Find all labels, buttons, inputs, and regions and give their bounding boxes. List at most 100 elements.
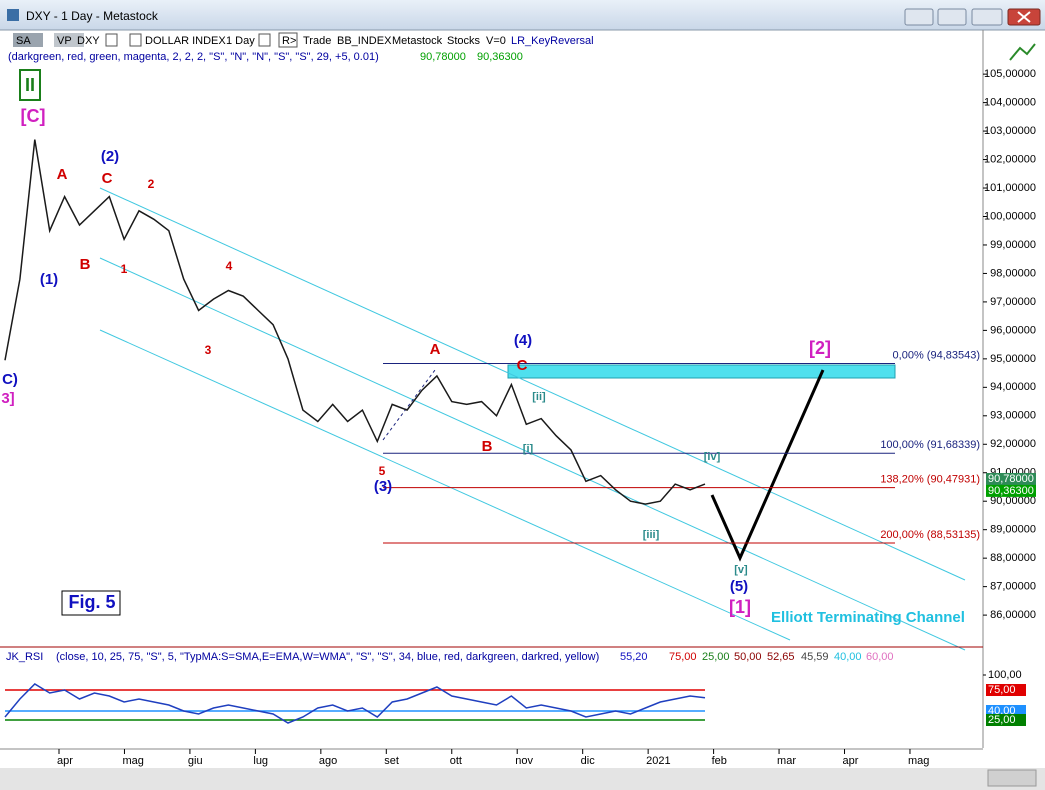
wave-label: C)	[2, 371, 18, 388]
x-tick-label: nov	[515, 755, 533, 767]
fib-label: 138,20% (90,47931)	[880, 473, 980, 485]
rsi-tick-box	[986, 684, 1026, 696]
scrollbar[interactable]	[0, 768, 1045, 790]
y-tick-label: 100,00000	[984, 210, 1036, 222]
y-tick-label: 104,00000	[984, 97, 1036, 109]
wave-label: [ii]	[532, 391, 546, 403]
toolbar-item: LR_KeyReversal	[511, 35, 594, 47]
toolbar-item[interactable]: SA	[16, 35, 31, 47]
wave-label: (3)	[374, 478, 392, 495]
restore-chart-button[interactable]	[904, 8, 934, 26]
toolbar-item: R>	[282, 35, 296, 47]
y-tick-label: 97,00000	[990, 296, 1036, 308]
window-title: DXY - 1 Day - Metastock	[26, 9, 159, 23]
wave-label: [iii]	[643, 529, 660, 541]
wave-label: II	[25, 75, 35, 95]
toolbar-item[interactable]: VP	[57, 35, 72, 47]
rsi-readout: 45,59	[801, 651, 829, 663]
series-line	[4, 139, 706, 505]
y-tick-label: 88,00000	[990, 552, 1036, 564]
wave-label: [iv]	[704, 451, 721, 463]
wave-label: C	[102, 170, 113, 187]
rsi-tick-label: 100,00	[988, 669, 1022, 681]
indicator-params: (darkgreen, red, green, magenta, 2, 2, 2…	[8, 51, 379, 63]
rsi-tick-box	[986, 714, 1026, 726]
y-tick-label: 98,00000	[990, 267, 1036, 279]
dropdown	[258, 33, 271, 47]
wave-label: (2)	[101, 148, 119, 165]
last-value-label: 90,36300	[988, 485, 1034, 497]
wave-label: A	[430, 341, 441, 358]
toolbar-item: Trade	[303, 35, 331, 47]
window-buttons[interactable]	[904, 8, 1041, 26]
toolbar-button[interactable]	[13, 33, 43, 47]
toolbar-button	[278, 32, 298, 48]
toolbar-item: DOLLAR INDEX	[145, 35, 226, 47]
rsi-params: (close, 10, 25, 75, "S", 5, "TypMA:S=SMA…	[56, 651, 599, 663]
wave-label: [v]	[734, 564, 748, 576]
rsi-readout: 75,00	[669, 651, 697, 663]
wave-label: 5	[379, 464, 386, 478]
toolbar-button[interactable]	[54, 33, 84, 47]
wave-label: (5)	[730, 578, 748, 595]
target-zone	[507, 364, 896, 379]
wave-label: 3]	[1, 390, 14, 407]
wave-label: 2	[148, 177, 155, 191]
y-tick-label: 92,00000	[990, 438, 1036, 450]
y-tick-label: 101,00000	[984, 182, 1036, 194]
y-tick-label: 103,00000	[984, 125, 1036, 137]
drawings	[19, 69, 966, 651]
wave-label: [C]	[21, 106, 46, 126]
app-icon	[7, 9, 19, 21]
channel-line	[99, 257, 966, 651]
y-tick-label: 86,00000	[990, 609, 1036, 621]
scroll-thumb[interactable]	[987, 769, 1037, 787]
x-tick-label: feb	[712, 755, 727, 767]
wave-label: (4)	[514, 332, 532, 349]
wave-label: [i]	[523, 443, 534, 455]
toolbar-item: Stocks	[447, 35, 481, 47]
x-tick-label: mag	[122, 755, 143, 767]
x-tick-label: mar	[777, 755, 796, 767]
close-icon	[1017, 11, 1031, 23]
dashed-line	[382, 369, 436, 441]
rsi-readout: 55,20	[620, 651, 648, 663]
y-tick-label: 94,00000	[990, 381, 1036, 393]
fib-label: 100,00% (91,68339)	[880, 439, 980, 451]
rsi-readout: 52,65	[767, 651, 795, 663]
maximize-button[interactable]	[971, 8, 1003, 26]
trend-icon[interactable]	[1009, 43, 1036, 61]
channel-line	[99, 187, 966, 581]
x-axis-strip	[0, 749, 983, 767]
wave-label: C	[517, 357, 528, 374]
last-value-box	[986, 484, 1036, 497]
wave-label: [1]	[729, 597, 751, 617]
y-tick-label: 89,00000	[990, 524, 1036, 536]
x-tick-label: dic	[581, 755, 596, 767]
dropdown	[105, 33, 118, 47]
minimize-button[interactable]	[937, 8, 967, 26]
rsi-tick-box	[986, 669, 1026, 681]
last-value-box	[986, 473, 1036, 486]
fib-label: 200,00% (88,53135)	[880, 529, 980, 541]
ii-box	[19, 69, 41, 101]
rsi-tick-label: 40,00	[988, 705, 1016, 717]
rsi-readout: 25,00	[702, 651, 730, 663]
last-value: 90,36300	[477, 51, 523, 63]
x-tick-label: 2021	[646, 755, 670, 767]
rsi-readout: 50,00	[734, 651, 762, 663]
toolbar-item: BB_INDEX	[337, 35, 392, 47]
toolbar-item: DXY	[77, 35, 100, 47]
rsi-tick-label: 25,00	[988, 714, 1016, 726]
fib-label: 0,00% (94,83543)	[893, 349, 980, 361]
x-tick-label: giu	[188, 755, 203, 767]
wave-label: A	[57, 166, 68, 183]
wave-label: Elliott Terminating Channel	[771, 609, 965, 626]
y-tick-label: 95,00000	[990, 353, 1036, 365]
dropdown	[129, 33, 142, 47]
wave-label: B	[482, 438, 493, 455]
wave-label: 4	[226, 259, 233, 273]
title-bar	[0, 0, 1045, 30]
wave-label: (1)	[40, 271, 58, 288]
